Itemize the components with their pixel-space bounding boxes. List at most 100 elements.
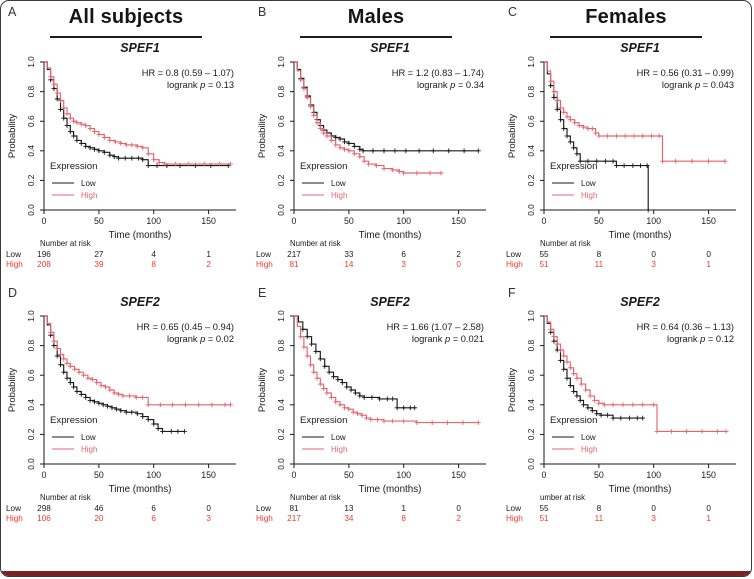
y-tick-label: 0.8 bbox=[26, 339, 36, 351]
column-title-underline bbox=[49, 36, 203, 38]
x-tick-label: 0 bbox=[42, 470, 47, 480]
panel-B: B Males SPEF1 0.0 0.2 0.4 0.6 0.8 1.0 Probability… bbox=[251, 3, 501, 278]
legend-title: Expression bbox=[50, 161, 97, 172]
risk-low-value: 8 bbox=[597, 250, 602, 259]
x-tick-label: 50 bbox=[344, 470, 354, 480]
risk-low-value: 0 bbox=[651, 250, 656, 259]
y-tick-label: 0.2 bbox=[276, 428, 286, 440]
y-axis-label: Probability bbox=[507, 368, 518, 413]
risk-low-value: 196 bbox=[37, 250, 51, 259]
risk-high-value: 3 bbox=[651, 514, 656, 523]
y-tick-label: 0.2 bbox=[526, 174, 536, 186]
figure-bottom-border bbox=[1, 571, 751, 576]
y-tick-label: 0.4 bbox=[276, 399, 286, 411]
risk-low-value: 27 bbox=[94, 250, 104, 259]
risk-high-value: 20 bbox=[94, 514, 104, 523]
risk-low-value: 6 bbox=[151, 504, 156, 513]
y-tick-label: 0.0 bbox=[276, 204, 286, 216]
y-tick-label: 0.8 bbox=[276, 85, 286, 97]
y-axis-label: Probability bbox=[7, 114, 18, 159]
y-tick-label: 0.4 bbox=[526, 399, 536, 411]
risk-high-value: 51 bbox=[539, 514, 549, 523]
x-tick-label: 50 bbox=[94, 216, 104, 226]
risk-row-high-label: High bbox=[256, 260, 273, 269]
risk-row-low-label: Low bbox=[256, 250, 271, 259]
panel-letter-A: A bbox=[8, 5, 17, 19]
gene-title: SPEF1 bbox=[120, 41, 160, 55]
risk-high-value: 14 bbox=[344, 260, 354, 269]
risk-low-value: 217 bbox=[287, 250, 301, 259]
panel-letter-E: E bbox=[258, 286, 267, 300]
y-tick-label: 0.4 bbox=[26, 145, 36, 157]
risk-high-value: 1 bbox=[706, 260, 711, 269]
risk-row-low-label: Low bbox=[506, 504, 521, 513]
gene-title: SPEF2 bbox=[120, 295, 160, 309]
panel-E: E SPEF2 0.0 0.2 0.4 0.6 0.8 1.0 Probability 0 50 10… bbox=[251, 284, 501, 532]
legend-high-label: High bbox=[331, 445, 347, 454]
risk-low-value: 6 bbox=[401, 250, 406, 259]
y-tick-label: 1.0 bbox=[526, 56, 536, 68]
x-tick-label: 150 bbox=[201, 470, 216, 480]
risk-row-high-label: High bbox=[6, 514, 23, 523]
column-header: Females bbox=[503, 3, 749, 38]
hr-annotation: HR = 0.56 (0.31 – 0.99) bbox=[637, 68, 734, 78]
x-tick-label: 150 bbox=[701, 216, 716, 226]
legend-high-label: High bbox=[581, 445, 597, 454]
logrank-annotation: logrank p = 0.021 bbox=[412, 334, 484, 344]
hr-annotation: HR = 1.2 (0.83 – 1.74) bbox=[392, 68, 484, 78]
legend-title: Expression bbox=[50, 415, 97, 426]
risk-row-low-label: Low bbox=[506, 250, 521, 259]
x-tick-label: 50 bbox=[94, 470, 104, 480]
y-tick-label: 0.4 bbox=[276, 145, 286, 157]
x-tick-label: 50 bbox=[594, 216, 604, 226]
risk-high-value: 11 bbox=[595, 514, 604, 523]
y-tick-label: 0.2 bbox=[26, 174, 36, 186]
risk-row-low-label: Low bbox=[6, 250, 21, 259]
risk-high-value: 2 bbox=[206, 260, 211, 269]
x-tick-label: 0 bbox=[542, 216, 547, 226]
legend-high-label: High bbox=[81, 445, 97, 454]
y-tick-label: 0.8 bbox=[526, 339, 536, 351]
risk-high-value: 6 bbox=[151, 514, 156, 523]
panel-letter-F: F bbox=[508, 286, 516, 300]
y-tick-label: 0.6 bbox=[26, 115, 36, 127]
x-tick-label: 150 bbox=[451, 470, 466, 480]
y-tick-label: 0.0 bbox=[526, 204, 536, 216]
logrank-annotation: logrank p = 0.34 bbox=[417, 80, 484, 90]
risk-row-high-label: High bbox=[506, 260, 523, 269]
risk-low-value: 46 bbox=[94, 504, 104, 513]
logrank-annotation: logrank p = 0.12 bbox=[667, 334, 734, 344]
x-tick-label: 50 bbox=[594, 470, 604, 480]
risk-high-value: 11 bbox=[595, 260, 604, 269]
panel-C: C Females SPEF1 0.0 0.2 0.4 0.6 0.8 1.0 Probabili… bbox=[501, 3, 751, 278]
risk-high-value: 51 bbox=[539, 260, 549, 269]
y-tick-label: 0.0 bbox=[276, 458, 286, 470]
y-tick-label: 0.2 bbox=[26, 428, 36, 440]
logrank-annotation: logrank p = 0.13 bbox=[167, 80, 234, 90]
gene-title: SPEF2 bbox=[620, 295, 660, 309]
x-tick-label: 100 bbox=[146, 470, 161, 480]
risk-high-value: 3 bbox=[206, 514, 211, 523]
risk-high-value: 2 bbox=[456, 514, 461, 523]
column-header: Males bbox=[253, 3, 499, 38]
y-axis-label: Probability bbox=[257, 114, 268, 159]
risk-high-value: 34 bbox=[344, 514, 354, 523]
hr-annotation: HR = 0.8 (0.59 – 1.07) bbox=[142, 68, 234, 78]
y-tick-label: 0.6 bbox=[26, 369, 36, 381]
column-title: Females bbox=[585, 6, 667, 28]
y-tick-label: 0.8 bbox=[26, 85, 36, 97]
column-title-underline bbox=[299, 36, 453, 38]
risk-low-value: 0 bbox=[651, 504, 656, 513]
hr-annotation: HR = 1.66 (1.07 – 2.58) bbox=[387, 322, 484, 332]
x-axis-label: Time (months) bbox=[109, 230, 172, 241]
x-tick-label: 100 bbox=[646, 470, 661, 480]
y-tick-label: 1.0 bbox=[26, 56, 36, 68]
y-tick-label: 0.8 bbox=[276, 339, 286, 351]
risk-high-value: 8 bbox=[401, 514, 406, 523]
risk-low-value: 55 bbox=[539, 250, 549, 259]
risk-low-value: 0 bbox=[706, 504, 711, 513]
high-curve-A bbox=[44, 61, 231, 165]
gene-title: SPEF1 bbox=[370, 41, 410, 55]
risk-high-value: 8 bbox=[151, 260, 156, 269]
